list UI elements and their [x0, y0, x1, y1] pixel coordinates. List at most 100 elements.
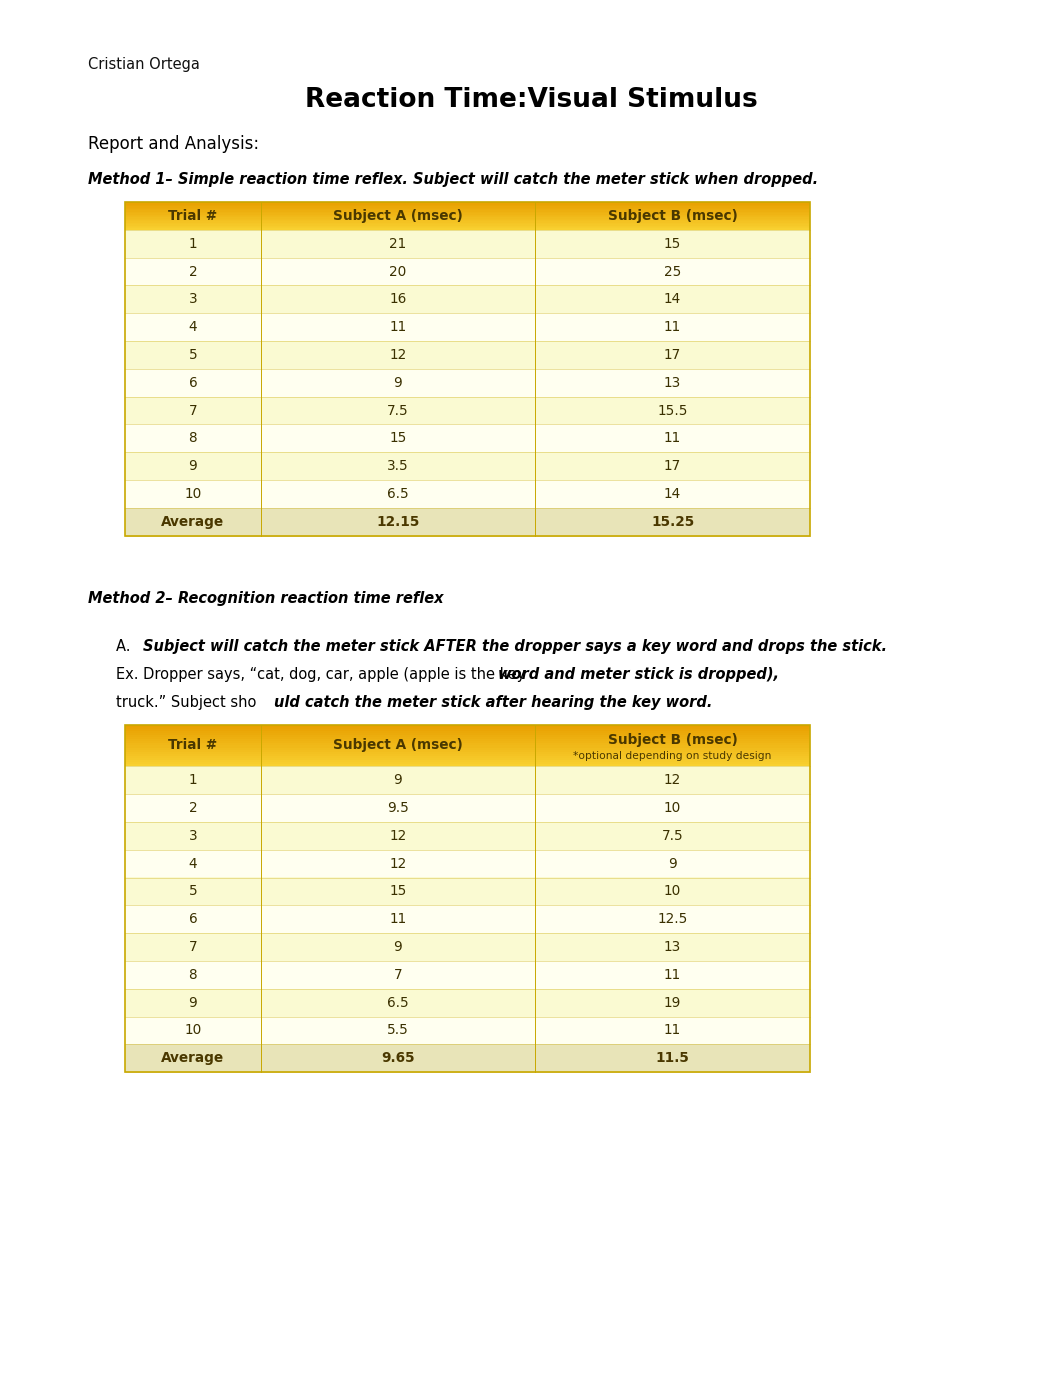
- Bar: [535, 757, 810, 760]
- Bar: [535, 202, 810, 204]
- Bar: [535, 220, 810, 222]
- Text: 6.5: 6.5: [387, 487, 409, 501]
- Bar: [535, 508, 810, 536]
- Bar: [260, 1044, 535, 1073]
- Bar: [535, 215, 810, 216]
- Bar: [260, 757, 535, 760]
- Bar: [535, 219, 810, 220]
- Bar: [125, 218, 260, 219]
- Bar: [125, 212, 260, 213]
- Bar: [535, 744, 810, 745]
- Bar: [260, 209, 535, 211]
- Bar: [260, 744, 535, 745]
- Bar: [260, 850, 535, 877]
- Text: 3: 3: [188, 829, 198, 843]
- Bar: [260, 822, 535, 850]
- Bar: [260, 369, 535, 397]
- Bar: [125, 752, 260, 753]
- Bar: [125, 222, 260, 223]
- Bar: [260, 961, 535, 989]
- Text: 15.25: 15.25: [651, 515, 695, 529]
- Text: 2: 2: [188, 264, 198, 278]
- Bar: [125, 481, 260, 508]
- Bar: [125, 731, 260, 733]
- Bar: [260, 753, 535, 756]
- Text: Subject A (msec): Subject A (msec): [333, 738, 463, 752]
- Bar: [535, 211, 810, 212]
- Bar: [125, 369, 260, 397]
- Bar: [535, 213, 810, 215]
- Text: truck.” Subject sho: truck.” Subject sho: [116, 694, 256, 709]
- Bar: [125, 764, 260, 766]
- Bar: [260, 223, 535, 224]
- Text: 8: 8: [188, 431, 198, 445]
- Bar: [125, 204, 260, 205]
- Text: 9: 9: [188, 996, 198, 1009]
- Text: 12: 12: [390, 348, 407, 362]
- Bar: [535, 752, 810, 753]
- Bar: [535, 934, 810, 961]
- Bar: [125, 822, 260, 850]
- Bar: [535, 822, 810, 850]
- Bar: [535, 735, 810, 737]
- Bar: [535, 222, 810, 223]
- Bar: [535, 961, 810, 989]
- Bar: [535, 226, 810, 227]
- Bar: [125, 209, 260, 211]
- Text: 11: 11: [390, 319, 407, 335]
- Text: 9: 9: [668, 856, 678, 870]
- Text: Subject A (msec): Subject A (msec): [333, 209, 463, 223]
- Bar: [260, 224, 535, 226]
- Bar: [125, 227, 260, 229]
- Text: 5: 5: [188, 348, 198, 362]
- Text: Method 1– Simple reaction time reflex. Subject will catch the meter stick when d: Method 1– Simple reaction time reflex. S…: [88, 172, 818, 187]
- Bar: [125, 741, 260, 744]
- Bar: [535, 230, 810, 257]
- Bar: [125, 733, 260, 735]
- Bar: [125, 230, 260, 257]
- Bar: [535, 756, 810, 757]
- Text: 20: 20: [390, 264, 407, 278]
- Bar: [260, 204, 535, 205]
- Bar: [535, 223, 810, 224]
- Bar: [125, 749, 260, 752]
- Bar: [125, 766, 260, 795]
- Bar: [260, 229, 535, 230]
- Text: 3: 3: [188, 292, 198, 306]
- Bar: [535, 766, 810, 795]
- Bar: [535, 724, 810, 727]
- Text: Average: Average: [161, 515, 224, 529]
- Text: Average: Average: [161, 1051, 224, 1066]
- Text: 7: 7: [394, 968, 402, 982]
- Bar: [535, 229, 810, 230]
- Bar: [535, 216, 810, 218]
- Text: 9: 9: [394, 940, 402, 954]
- Bar: [125, 1044, 260, 1073]
- Text: 15: 15: [390, 431, 407, 445]
- Bar: [125, 724, 810, 1073]
- Text: 19: 19: [664, 996, 682, 1009]
- Bar: [260, 222, 535, 223]
- Bar: [535, 313, 810, 341]
- Bar: [260, 748, 535, 749]
- Bar: [260, 724, 535, 727]
- Bar: [535, 760, 810, 761]
- Bar: [260, 727, 535, 728]
- Bar: [125, 211, 260, 212]
- Bar: [260, 745, 535, 748]
- Text: Reaction Time:Visual Stimulus: Reaction Time:Visual Stimulus: [305, 87, 757, 113]
- Bar: [260, 219, 535, 220]
- Bar: [125, 877, 260, 905]
- Bar: [535, 745, 810, 748]
- Bar: [125, 727, 260, 728]
- Text: 5.5: 5.5: [387, 1023, 409, 1037]
- Bar: [125, 202, 810, 536]
- Text: Subject B (msec): Subject B (msec): [607, 734, 737, 748]
- Bar: [125, 961, 260, 989]
- Text: 12.5: 12.5: [657, 912, 688, 927]
- Bar: [260, 756, 535, 757]
- Text: 11: 11: [664, 431, 682, 445]
- Text: 15.5: 15.5: [657, 403, 688, 417]
- Text: 5: 5: [188, 884, 198, 898]
- Text: 10: 10: [184, 1023, 202, 1037]
